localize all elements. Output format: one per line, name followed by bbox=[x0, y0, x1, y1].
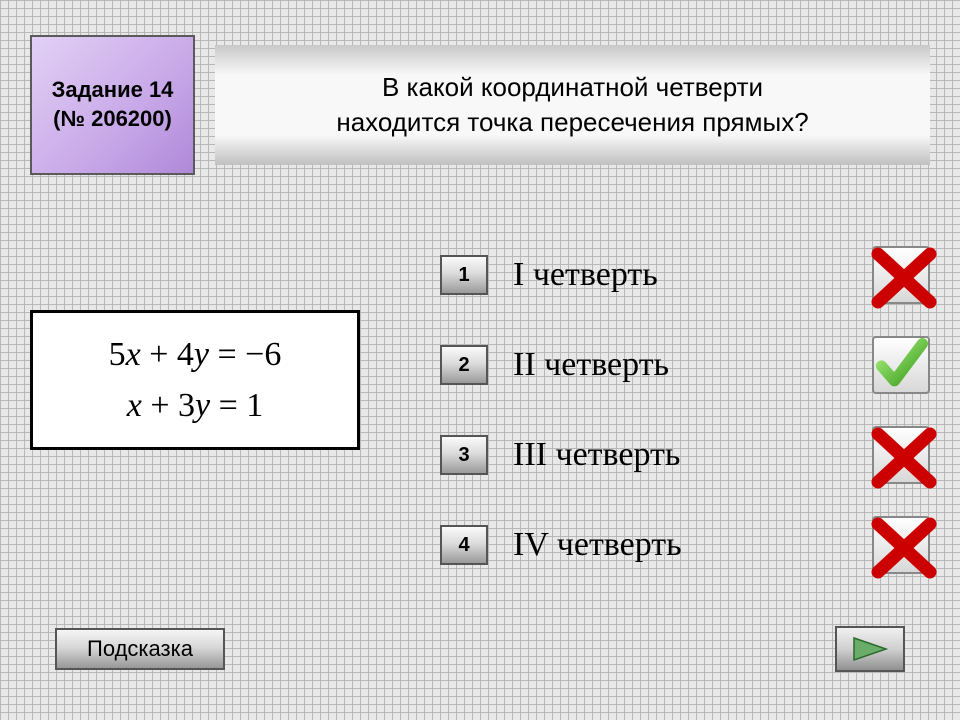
answer-row-4: 4 IV четверть bbox=[440, 500, 930, 590]
answer-button-4[interactable]: 4 bbox=[440, 525, 488, 565]
answer-label-1: I четверть bbox=[513, 256, 847, 294]
answer-button-1[interactable]: 1 bbox=[440, 255, 488, 295]
answer-row-2: 2 II четверть bbox=[440, 320, 930, 410]
task-badge: Задание 14 (№ 206200) bbox=[30, 35, 195, 175]
equation-box: 5x + 4y = −6 x + 3y = 1 bbox=[30, 310, 360, 450]
answer-label-2: II четверть bbox=[513, 346, 847, 384]
task-title-line2: (№ 206200) bbox=[53, 105, 172, 134]
answer-label-4: IV четверть bbox=[513, 526, 847, 564]
question-line1: В какой координатной четверти bbox=[382, 70, 763, 105]
arrow-right-icon bbox=[850, 634, 890, 664]
hint-button[interactable]: Подсказка bbox=[55, 628, 225, 670]
answer-row-1: 1 I четверть bbox=[440, 230, 930, 320]
result-box-3 bbox=[872, 426, 930, 484]
cross-icon bbox=[868, 242, 940, 314]
next-button[interactable] bbox=[835, 626, 905, 672]
task-title-line1: Задание 14 bbox=[52, 76, 174, 105]
answer-row-3: 3 III четверть bbox=[440, 410, 930, 500]
result-box-2 bbox=[872, 336, 930, 394]
answer-label-3: III четверть bbox=[513, 436, 847, 474]
cross-icon bbox=[868, 512, 940, 584]
cross-icon bbox=[868, 422, 940, 494]
equation-2: x + 3y = 1 bbox=[127, 380, 264, 431]
answer-button-2[interactable]: 2 bbox=[440, 345, 488, 385]
answers-list: 1 I четверть 2 II четверть 3 III ч bbox=[440, 230, 930, 590]
result-box-1 bbox=[872, 246, 930, 304]
check-icon bbox=[874, 336, 928, 394]
equation-1: 5x + 4y = −6 bbox=[109, 329, 282, 380]
answer-button-3[interactable]: 3 bbox=[440, 435, 488, 475]
result-box-4 bbox=[872, 516, 930, 574]
question-box: В какой координатной четверти находится … bbox=[215, 45, 930, 165]
hint-label: Подсказка bbox=[87, 636, 193, 662]
question-line2: находится точка пересечения прямых? bbox=[336, 105, 808, 140]
